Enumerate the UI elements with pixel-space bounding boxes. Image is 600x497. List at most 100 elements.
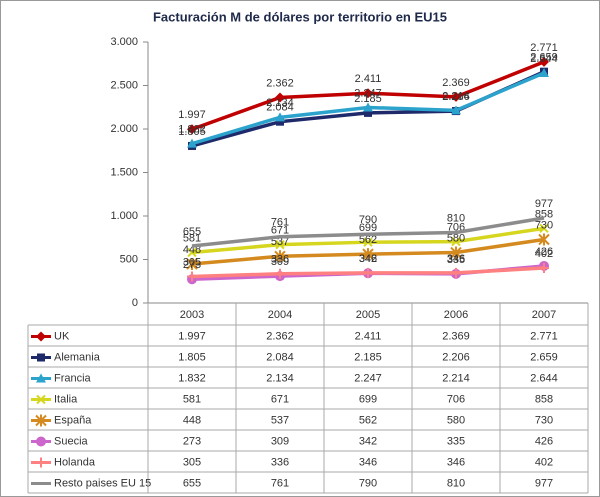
data-label: 671 xyxy=(271,225,289,237)
marker xyxy=(274,250,286,263)
table-cell: 305 xyxy=(183,456,201,468)
data-label: 426 xyxy=(535,246,553,258)
marker xyxy=(275,112,285,122)
marker xyxy=(363,88,373,99)
legend-label: Alemania xyxy=(54,351,101,363)
marker xyxy=(275,268,285,279)
data-label: 346 xyxy=(447,253,465,265)
table-cell: 790 xyxy=(359,477,377,489)
legend-label: Francia xyxy=(54,372,92,384)
table-cell: 346 xyxy=(447,456,465,468)
marker xyxy=(539,56,549,67)
table-cell: 2.247 xyxy=(354,372,382,384)
data-label: 790 xyxy=(359,214,377,226)
table-cell: 2.771 xyxy=(530,330,558,342)
marker xyxy=(450,246,462,259)
data-label: 2.206 xyxy=(442,91,470,103)
data-label: 730 xyxy=(535,219,553,231)
y-tick-label: 3.000 xyxy=(110,36,138,48)
data-label: 810 xyxy=(447,212,465,224)
marker xyxy=(539,263,549,274)
data-label: 305 xyxy=(183,256,201,268)
table-cell: 2.362 xyxy=(266,330,294,342)
table-cell: 2.134 xyxy=(266,372,294,384)
marker xyxy=(276,117,284,126)
data-label: 309 xyxy=(271,256,289,268)
table-cell: 655 xyxy=(183,477,201,489)
data-label: 562 xyxy=(359,234,377,246)
table-cell: 537 xyxy=(271,414,289,426)
marker xyxy=(538,233,550,246)
marker xyxy=(275,239,285,250)
x-tick-label: 2004 xyxy=(268,309,292,321)
table-cell: 699 xyxy=(359,393,377,405)
marker xyxy=(451,236,461,247)
table-cell: 2.659 xyxy=(530,351,558,363)
data-label: 1.832 xyxy=(178,124,206,136)
x-tick-label: 2003 xyxy=(180,309,204,321)
data-label: 273 xyxy=(183,259,201,271)
table-cell: 858 xyxy=(535,393,553,405)
data-label: 2.369 xyxy=(442,77,470,89)
table-cell: 1.832 xyxy=(178,372,206,384)
data-label: 2.362 xyxy=(266,77,294,89)
data-label: 402 xyxy=(535,248,553,260)
table-cell: 810 xyxy=(447,477,465,489)
data-label: 335 xyxy=(447,254,465,266)
data-label: 2.644 xyxy=(530,53,558,65)
data-label: 537 xyxy=(271,236,289,248)
table-cell: 346 xyxy=(359,456,377,468)
data-label: 1.805 xyxy=(178,126,206,138)
table-cell: 562 xyxy=(359,414,377,426)
data-label: 2.771 xyxy=(530,42,558,54)
data-label: 699 xyxy=(359,222,377,234)
table-cell: 335 xyxy=(447,435,465,447)
marker xyxy=(451,267,461,278)
marker xyxy=(35,414,47,427)
y-tick-label: 1.000 xyxy=(110,210,138,222)
table-cell: 730 xyxy=(535,414,553,426)
marker xyxy=(451,105,461,115)
table-cell: 581 xyxy=(183,393,201,405)
data-label: 2.134 xyxy=(266,97,294,109)
table-cell: 273 xyxy=(183,435,201,447)
table-cell: 336 xyxy=(271,456,289,468)
table-cell: 2.185 xyxy=(354,351,382,363)
x-tick-label: 2005 xyxy=(356,309,380,321)
marker xyxy=(363,102,373,112)
table-cell: 448 xyxy=(183,414,201,426)
table-cell: 761 xyxy=(271,477,289,489)
marker xyxy=(363,237,373,247)
marker xyxy=(36,394,46,405)
table-cell: 706 xyxy=(447,393,465,405)
legend-label: UK xyxy=(54,330,70,342)
table-cell: 671 xyxy=(271,393,289,405)
marker xyxy=(275,92,285,103)
marker xyxy=(187,124,197,135)
marker xyxy=(539,67,549,77)
data-label: 2.214 xyxy=(442,90,470,102)
data-label: 342 xyxy=(359,253,377,265)
table-cell: 2.084 xyxy=(266,351,294,363)
marker xyxy=(186,258,198,271)
marker xyxy=(36,331,46,342)
marker xyxy=(451,91,461,102)
data-label: 2.411 xyxy=(355,73,382,85)
legend-label: Holanda xyxy=(54,456,96,468)
table-cell: 1.805 xyxy=(178,351,206,363)
table-cell: 2.411 xyxy=(355,330,382,342)
table-cell: 2.214 xyxy=(442,372,470,384)
table-cell: 342 xyxy=(359,435,377,447)
marker xyxy=(539,223,549,234)
data-label: 336 xyxy=(271,254,289,266)
marker xyxy=(36,436,46,447)
data-label: 2.247 xyxy=(354,87,382,99)
marker xyxy=(187,271,197,282)
data-label: 581 xyxy=(183,232,201,244)
marker xyxy=(363,267,373,278)
data-label: 655 xyxy=(183,226,201,238)
x-tick-label: 2007 xyxy=(532,309,556,321)
legend-label: Italia xyxy=(54,393,78,405)
legend-label: Resto paises EU 15 xyxy=(54,477,151,489)
